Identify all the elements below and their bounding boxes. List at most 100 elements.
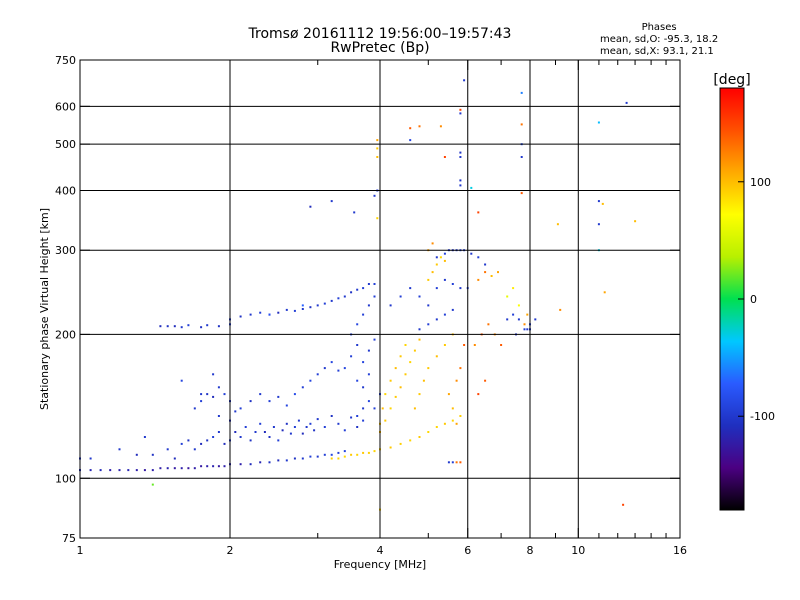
data-point xyxy=(373,295,376,298)
chart-title: Tromsø 20161112 19:56:00–19:57:43 xyxy=(248,26,512,42)
phase-stats: Phases mean, sd,O: -95.3, 18.2 mean, sd,… xyxy=(600,22,718,58)
data-point xyxy=(362,386,365,389)
grid-lines xyxy=(80,60,680,538)
y-tick-label: 200 xyxy=(55,328,76,341)
data-point xyxy=(173,325,176,328)
data-point xyxy=(350,291,353,294)
data-point xyxy=(259,461,262,464)
data-point xyxy=(404,344,407,346)
data-point xyxy=(151,453,154,456)
data-point xyxy=(206,439,209,442)
x-tick-label: 10 xyxy=(571,544,585,557)
data-point xyxy=(367,349,370,352)
data-point xyxy=(239,463,242,466)
data-point xyxy=(187,324,190,327)
data-point xyxy=(517,318,520,321)
data-point xyxy=(249,313,252,316)
data-point xyxy=(200,326,203,329)
data-point xyxy=(376,156,379,158)
data-point xyxy=(477,393,480,396)
data-point xyxy=(427,304,430,307)
data-point xyxy=(427,367,430,370)
data-point xyxy=(451,308,454,311)
data-point xyxy=(484,271,487,274)
data-point xyxy=(427,431,430,433)
data-point xyxy=(356,453,359,456)
data-point xyxy=(353,211,356,214)
data-point xyxy=(200,393,203,396)
data-point xyxy=(356,379,359,382)
data-point xyxy=(343,367,346,370)
data-point xyxy=(455,379,458,382)
data-point xyxy=(455,422,458,425)
data-point xyxy=(413,407,416,410)
data-point xyxy=(556,223,559,226)
data-point xyxy=(350,416,353,419)
data-point xyxy=(239,436,242,438)
x-tick-label: 6 xyxy=(464,544,471,557)
data-point xyxy=(443,313,446,316)
data-point xyxy=(451,419,454,422)
data-point xyxy=(343,295,346,298)
data-point xyxy=(622,503,625,506)
y-tick-label: 500 xyxy=(55,138,76,151)
data-point xyxy=(330,361,333,364)
data-point xyxy=(384,393,387,396)
data-point xyxy=(399,355,402,358)
data-point xyxy=(484,379,487,382)
data-point xyxy=(309,306,312,309)
data-point xyxy=(399,386,402,389)
data-point xyxy=(506,318,509,321)
data-point xyxy=(206,465,209,468)
data-point xyxy=(413,349,416,352)
data-point xyxy=(435,318,438,321)
data-point xyxy=(297,419,300,422)
data-point xyxy=(159,325,162,328)
data-point xyxy=(127,469,130,472)
data-point xyxy=(337,451,340,454)
data-point xyxy=(109,469,112,472)
data-point xyxy=(409,139,412,142)
data-point xyxy=(217,386,220,389)
data-point xyxy=(404,373,407,376)
data-point xyxy=(330,200,333,203)
phase-stats-title: Phases xyxy=(641,22,677,33)
data-point xyxy=(389,304,392,307)
data-point xyxy=(473,344,476,346)
data-point xyxy=(217,465,220,468)
data-point xyxy=(223,442,226,445)
data-point xyxy=(330,453,333,456)
data-point xyxy=(534,318,537,321)
data-point xyxy=(373,407,376,410)
y-tick-label: 100 xyxy=(55,472,76,485)
data-point xyxy=(356,415,359,417)
data-point xyxy=(389,446,392,449)
data-point xyxy=(459,108,462,111)
colorbar-tick-label: 100 xyxy=(750,176,771,189)
data-point xyxy=(443,422,446,425)
data-point xyxy=(435,263,438,266)
data-point xyxy=(285,404,288,407)
data-point xyxy=(523,328,526,331)
data-point xyxy=(399,295,402,298)
data-point xyxy=(523,323,526,326)
data-point xyxy=(484,263,487,266)
data-point xyxy=(506,295,509,298)
data-point xyxy=(277,311,280,314)
data-point xyxy=(439,256,442,259)
axis-ticks: 1 2 4 6 8 10 16 75 100 200 300 400 500 600 750 xyxy=(55,54,687,557)
data-point xyxy=(293,426,296,428)
data-point xyxy=(367,304,370,307)
phase-stats-x-mode: mean, sd,X: 93.1, 21.1 xyxy=(600,46,714,57)
data-point xyxy=(301,304,304,307)
data-point xyxy=(459,112,462,115)
data-point xyxy=(459,415,462,417)
data-point xyxy=(634,220,637,223)
data-point xyxy=(427,278,430,281)
data-point xyxy=(166,448,169,451)
data-point xyxy=(293,309,296,312)
data-point xyxy=(418,338,421,341)
data-point xyxy=(200,442,203,445)
data-point xyxy=(268,313,271,316)
